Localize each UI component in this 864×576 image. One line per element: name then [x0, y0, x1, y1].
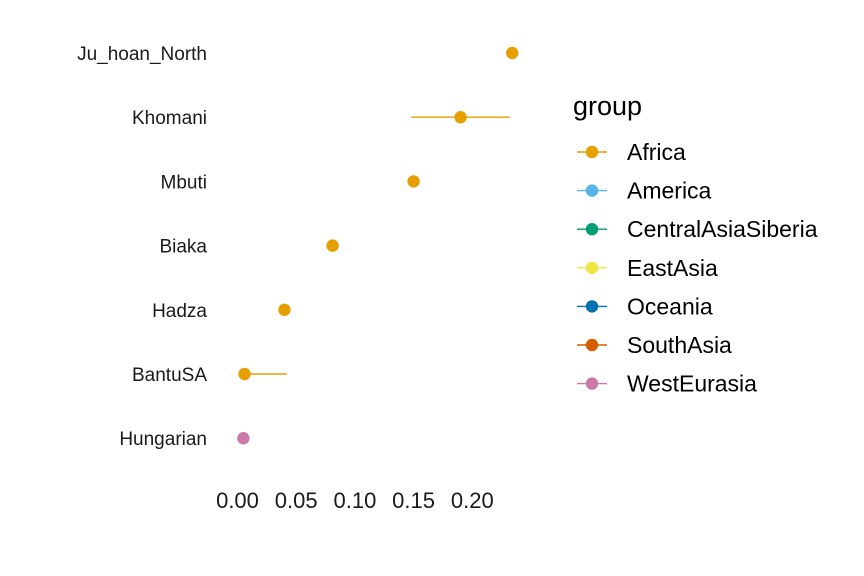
y-tick-label-bantusa: BantuSA	[132, 365, 207, 386]
x-tick-label: 0.10	[333, 488, 376, 513]
y-tick-label-mbuti: Mbuti	[161, 172, 207, 193]
legend-key-dot	[585, 261, 599, 274]
legend-key-dot	[585, 338, 599, 352]
y-tick-label-khomani: Khomani	[132, 108, 207, 129]
legend-item-westeurasia: WestEurasia	[577, 371, 757, 397]
legend-label: Oceania	[627, 293, 713, 319]
point-hungarian	[237, 432, 250, 445]
legend-item-oceania: Oceania	[577, 293, 713, 319]
legend-label: WestEurasia	[627, 371, 757, 397]
legend-title: group	[573, 91, 642, 121]
legend-key-dot	[585, 300, 599, 313]
point-bantusa	[238, 367, 251, 381]
legend-label: EastAsia	[627, 255, 718, 281]
x-tick-label: 0.05	[275, 488, 318, 513]
legend: group Africa America CentralAsiaSiberia Eas…	[573, 91, 818, 397]
legend-item-america: America	[577, 178, 712, 204]
legend-label: CentralAsiaSiberia	[627, 216, 818, 242]
point-hadza	[278, 303, 291, 316]
legend-label: Africa	[627, 139, 686, 165]
y-tick-label-hungarian: Hungarian	[119, 429, 207, 450]
y-axis: Ju_hoan_North Khomani Mbuti Biaka Hadza Bantu…	[77, 44, 207, 450]
point-mbuti	[407, 175, 420, 188]
legend-key-dot	[585, 184, 599, 197]
legend-label: America	[627, 178, 712, 204]
legend-key-dot	[585, 223, 599, 236]
y-tick-label-hadza: Hadza	[152, 301, 207, 322]
legend-key-dot	[585, 145, 599, 159]
plot-area	[237, 46, 519, 445]
y-tick-label-biaka: Biaka	[159, 237, 207, 258]
x-axis: 0.00 0.05 0.10 0.15 0.20	[216, 488, 494, 513]
legend-item-eastasia: EastAsia	[577, 255, 718, 281]
legend-key-dot	[585, 377, 599, 390]
x-tick-label: 0.20	[451, 488, 494, 513]
point-biaka	[326, 239, 339, 252]
point-khomani	[454, 111, 467, 124]
x-tick-label: 0.15	[392, 488, 435, 513]
legend-item-centralasiasiberia: CentralAsiaSiberia	[577, 216, 818, 242]
point-ju-hoan-north	[506, 46, 519, 60]
legend-label: SouthAsia	[627, 332, 732, 358]
x-tick-label: 0.00	[216, 488, 259, 513]
legend-item-southasia: SouthAsia	[577, 332, 732, 358]
y-tick-label-ju-hoan-north: Ju_hoan_North	[77, 44, 207, 65]
legend-item-africa: Africa	[577, 139, 686, 165]
